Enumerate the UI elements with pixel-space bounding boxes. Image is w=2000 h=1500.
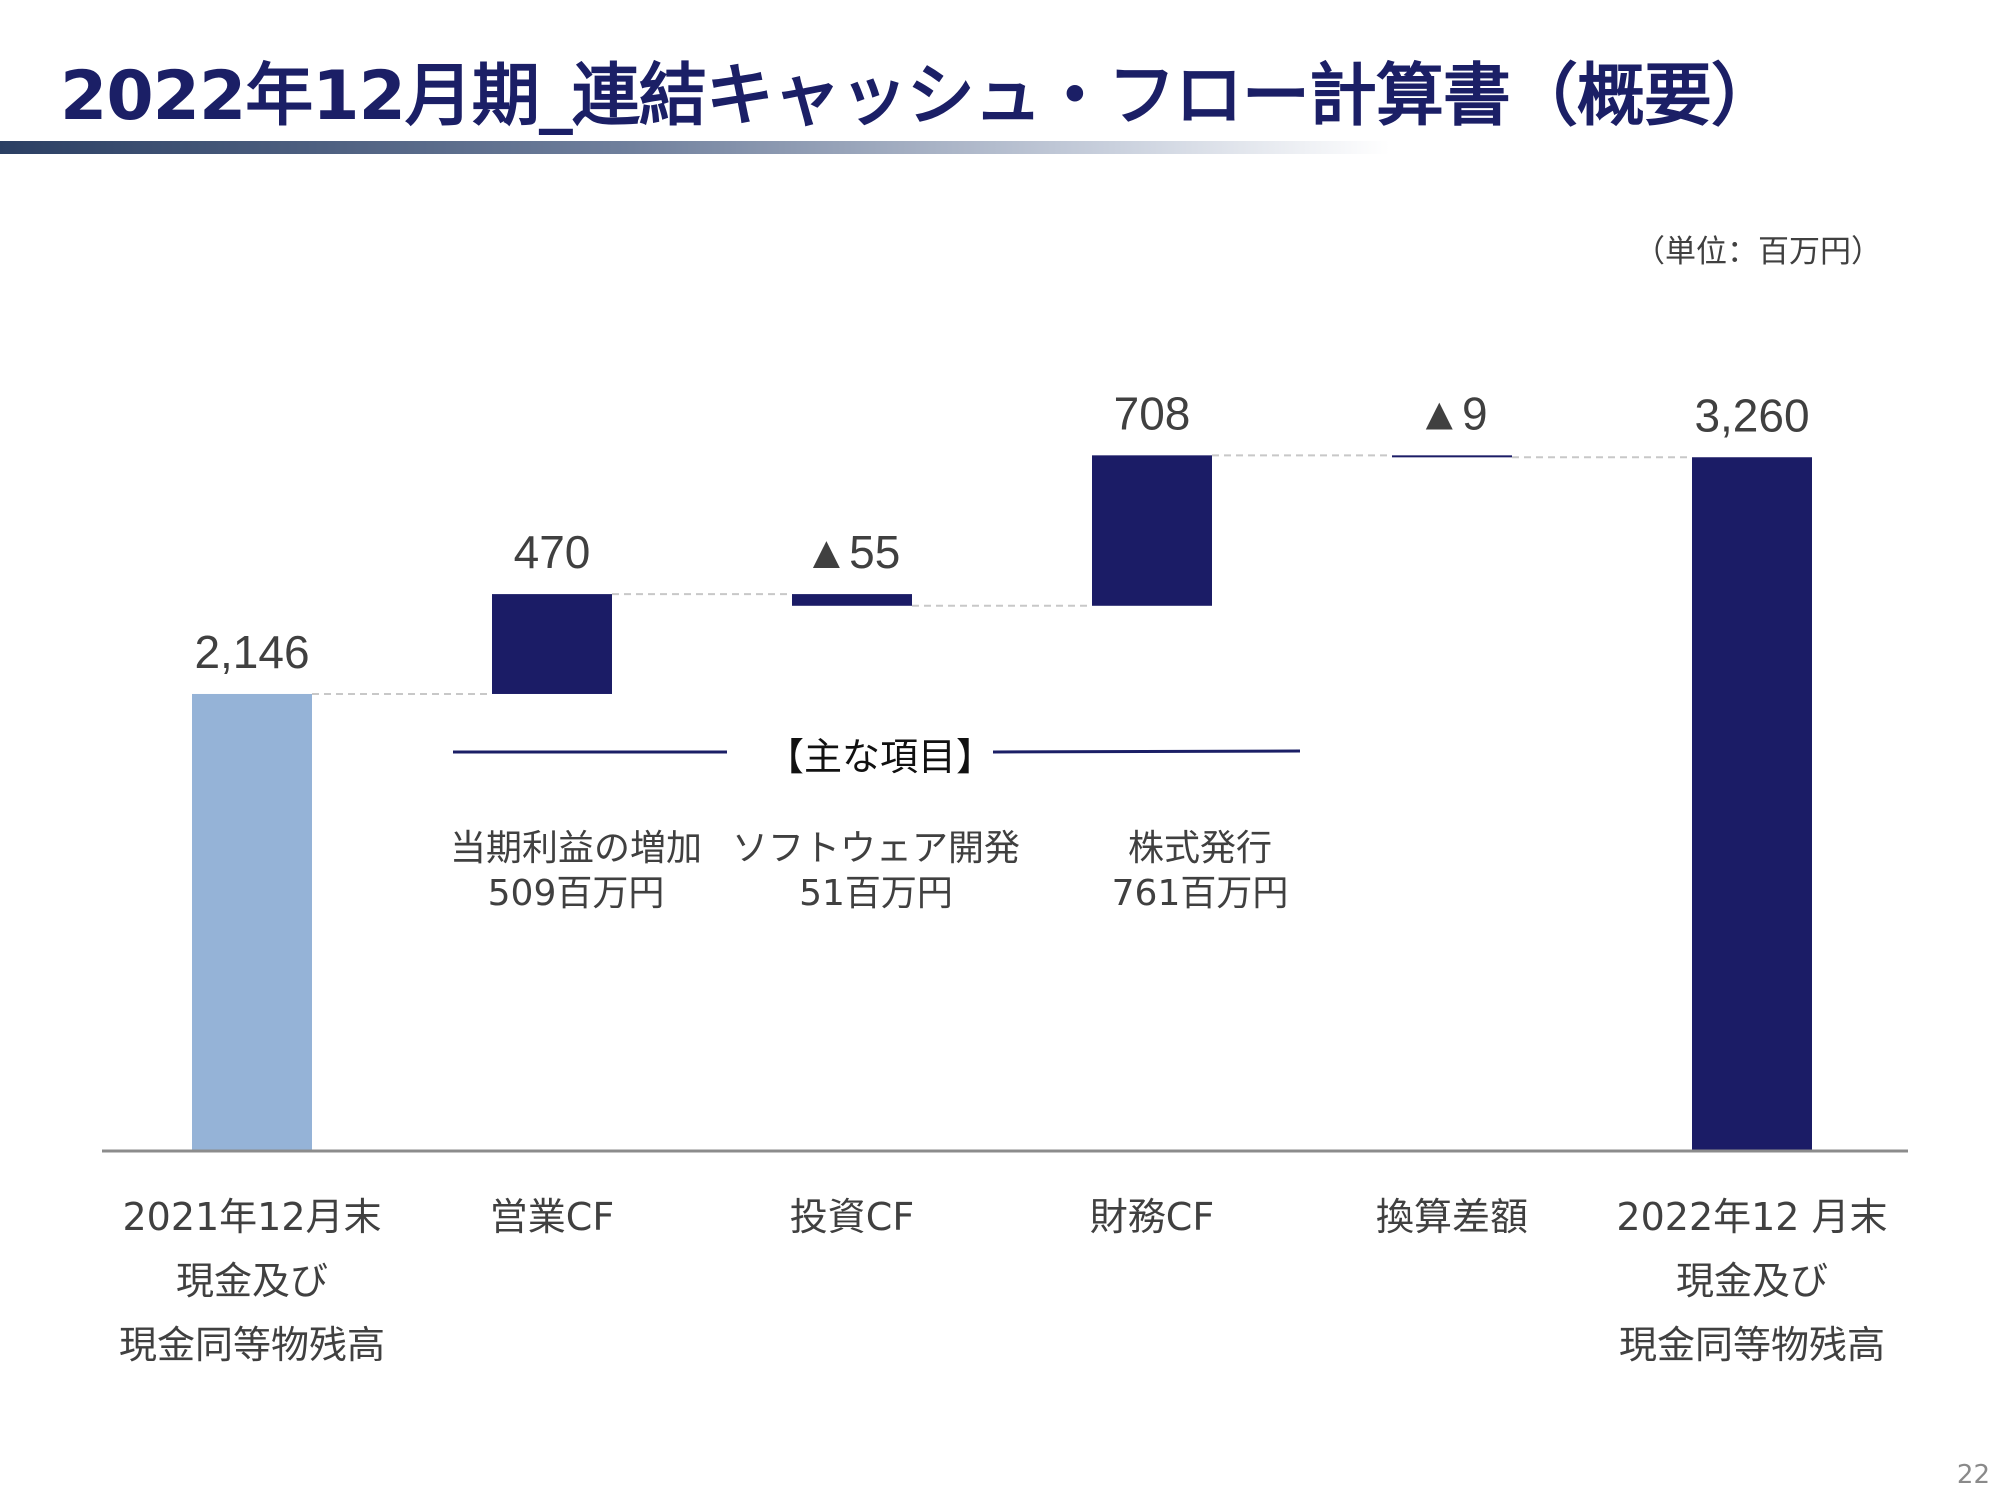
category-label-fx-difference: 換算差額 — [1375, 1195, 1528, 1239]
page-title: 2022年12月期_連結キャッシュ・フロー計算書（概要） — [60, 57, 1779, 136]
data-label-financing-cf: 708 — [1114, 387, 1191, 439]
bar-fx-difference — [1392, 455, 1512, 458]
key-item-financing-text: 株式発行 — [1127, 828, 1272, 869]
key-item-financing: 株式発行 761百万円 — [1040, 826, 1360, 916]
key-item-investing-amount: 51百万円 — [799, 873, 953, 914]
category-label-closing-balance: 2022年12 月末 現金及び 現金同等物残高 — [1616, 1195, 1888, 1367]
bar-investing-cf — [792, 594, 912, 606]
key-item-operating-text: 当期利益の増加 — [449, 828, 702, 869]
bar-financing-cf — [1092, 455, 1212, 606]
key-item-operating: 当期利益の増加 509百万円 — [416, 826, 736, 916]
key-items-heading: 【主な項目】 — [765, 735, 994, 779]
category-label-operating-cf: 営業CF — [489, 1195, 615, 1239]
data-label-opening-balance: 2,146 — [194, 626, 309, 678]
category-label-investing-cf: 投資CF — [789, 1195, 915, 1239]
bar-opening-balance — [192, 693, 312, 1150]
data-label-fx-difference: ▲9 — [1416, 387, 1487, 439]
title-underline — [0, 141, 1390, 154]
data-label-operating-cf: 470 — [514, 526, 591, 578]
bar-operating-cf — [492, 594, 612, 694]
category-label-financing-cf: 財務CF — [1089, 1195, 1215, 1239]
key-item-investing: ソフトウェア開発 51百万円 — [716, 826, 1036, 916]
category-label-opening-balance: 2021年12月末 現金及び 現金同等物残高 — [118, 1195, 385, 1367]
key-item-investing-text: ソフトウェア開発 — [731, 828, 1020, 869]
data-label-investing-cf: ▲55 — [804, 526, 901, 578]
bar-closing-balance — [1692, 457, 1812, 1150]
key-items-rule-right — [992, 749, 1301, 754]
page-number: 22 — [1956, 1460, 1990, 1490]
key-item-operating-amount: 509百万円 — [487, 873, 665, 914]
data-label-closing-balance: 3,260 — [1694, 389, 1809, 441]
unit-label: （単位：百万円） — [1634, 234, 1882, 270]
key-item-financing-amount: 761百万円 — [1111, 873, 1289, 914]
